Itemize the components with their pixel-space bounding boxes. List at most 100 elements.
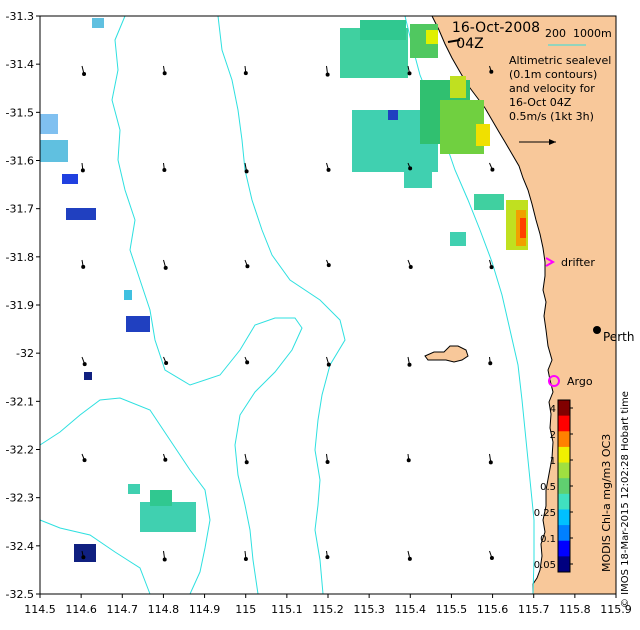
credit-text: © IMOS 18-Mar-2015 12:02:28 Hobart time (620, 391, 631, 608)
colorbar-tick-label: 2 (550, 430, 556, 441)
velocity-arrowhead (325, 459, 330, 464)
velocity-arrowhead (489, 69, 494, 74)
colorbar-segment (558, 478, 570, 495)
argo-label: Argo (567, 375, 593, 388)
velocity-arrowhead (488, 460, 493, 465)
argo-marker-icon (548, 375, 560, 387)
x-tick-label: 115.5 (436, 603, 468, 616)
chl-patch (450, 76, 466, 98)
y-tick-label: -31.8 (6, 251, 34, 264)
velocity-arrowhead (162, 168, 167, 173)
velocity-arrowhead (489, 555, 494, 560)
y-tick-label: -32.1 (6, 395, 34, 408)
chl-patch (128, 484, 140, 494)
colorbar-segment (558, 525, 570, 542)
colorbar-segment (558, 415, 570, 432)
y-tick-label: -32.3 (6, 492, 34, 505)
y-tick-label: -31.6 (6, 155, 34, 168)
colorbar-tick-label: 4 (550, 404, 556, 415)
chl-patch (476, 124, 490, 146)
colorbar-segment (558, 400, 570, 417)
drifter-label: drifter (561, 256, 595, 269)
velocity-arrowhead (325, 72, 330, 77)
velocity-arrowhead (245, 360, 250, 365)
chl-patch (84, 372, 92, 380)
chl-patch (150, 490, 172, 506)
title-pointer (447, 39, 461, 43)
chl-patch (140, 502, 196, 532)
velocity-arrowhead (489, 265, 494, 270)
velocity-arrowhead (164, 360, 169, 365)
velocity-arrowhead (244, 460, 249, 465)
chl-patch (450, 232, 466, 246)
rottnest-island (424, 345, 469, 363)
perth-marker-icon (593, 326, 601, 334)
x-tick-label: 115.2 (312, 603, 344, 616)
chlorophyll-patches (40, 18, 528, 562)
chl-patch (40, 114, 58, 134)
info-line: and velocity for (509, 82, 595, 95)
x-tick-label: 114.9 (189, 603, 221, 616)
velocity-arrowhead (406, 458, 411, 463)
contour-200m (217, 15, 346, 595)
y-tick-label: -32.4 (6, 540, 34, 553)
y-axis: -31.3 -31.4 -31.5 -31.6 -31.7 -31.8 -31.9 -32 -3… (6, 10, 40, 601)
colorbar-tick-label: 1 (550, 456, 556, 467)
contour-1000m-west (111, 15, 303, 595)
velocity-arrowhead (245, 264, 250, 269)
x-tick-label: 115.4 (395, 603, 427, 616)
y-tick-label: -31.4 (6, 58, 34, 71)
velocity-arrowhead (243, 557, 248, 562)
x-tick-label: 115 (235, 603, 256, 616)
x-tick-label: 114.7 (107, 603, 139, 616)
velocity-arrowhead (407, 556, 412, 561)
velocity-arrowhead (82, 72, 87, 77)
velocity-arrowhead (407, 71, 412, 76)
chl-patch (520, 218, 526, 238)
velocity-arrowhead (488, 361, 493, 366)
velocity-arrowhead (80, 168, 85, 173)
colorbar-tick-label: 0.05 (534, 560, 556, 571)
velocity-arrowhead (163, 457, 168, 462)
chl-patch (474, 194, 504, 210)
x-tick-label: 115.8 (559, 603, 591, 616)
chl-patch (360, 20, 406, 40)
chl-patch (74, 544, 96, 562)
chl-patch (62, 174, 78, 184)
velocity-arrowhead (81, 264, 86, 269)
x-tick-label: 115.1 (271, 603, 303, 616)
colorbar: 4 2 1 0.5 0.25 0.1 0.05 (534, 399, 573, 573)
velocity-arrowhead (408, 264, 413, 269)
info-text: Altimetric sealevel (0.1m contours) and … (509, 54, 611, 145)
colorbar-tick-label: 0.5 (540, 482, 556, 493)
colorbar-segment (558, 462, 570, 479)
velocity-arrowhead (326, 167, 331, 172)
y-tick-label: -32.5 (6, 588, 34, 601)
chl-patch (126, 316, 150, 332)
velocity-arrowhead (162, 557, 167, 562)
chl-patch (388, 110, 398, 120)
chl-patch (124, 290, 132, 300)
velocity-arrowhead (82, 362, 87, 367)
colorbar-segment (558, 509, 570, 526)
x-tick-label: 115.3 (353, 603, 385, 616)
y-tick-label: -31.9 (6, 299, 34, 312)
colorbar-segment (558, 540, 570, 557)
title-time: 04Z (456, 36, 483, 52)
velocity-arrowhead (326, 362, 331, 367)
velocity-arrows (80, 65, 495, 562)
x-tick-label: 115.6 (477, 603, 509, 616)
y-tick-label: -32 (16, 347, 34, 360)
contour-legend-label: 200 1000m (545, 27, 612, 40)
perth-label: Perth (603, 330, 634, 344)
x-tick-label: 115.7 (518, 603, 550, 616)
x-axis: 114.5 114.6 114.7 114.8 114.9 115 115.1 115.2 11… (24, 594, 632, 616)
contour-deep-sw (39, 519, 151, 595)
velocity-arrowhead (326, 263, 331, 268)
x-tick-label: 114.5 (24, 603, 56, 616)
y-tick-label: -31.5 (6, 106, 34, 119)
drifter-marker-icon (545, 257, 556, 267)
velocity-arrowhead (81, 555, 86, 560)
info-line: Altimetric sealevel (509, 54, 611, 67)
